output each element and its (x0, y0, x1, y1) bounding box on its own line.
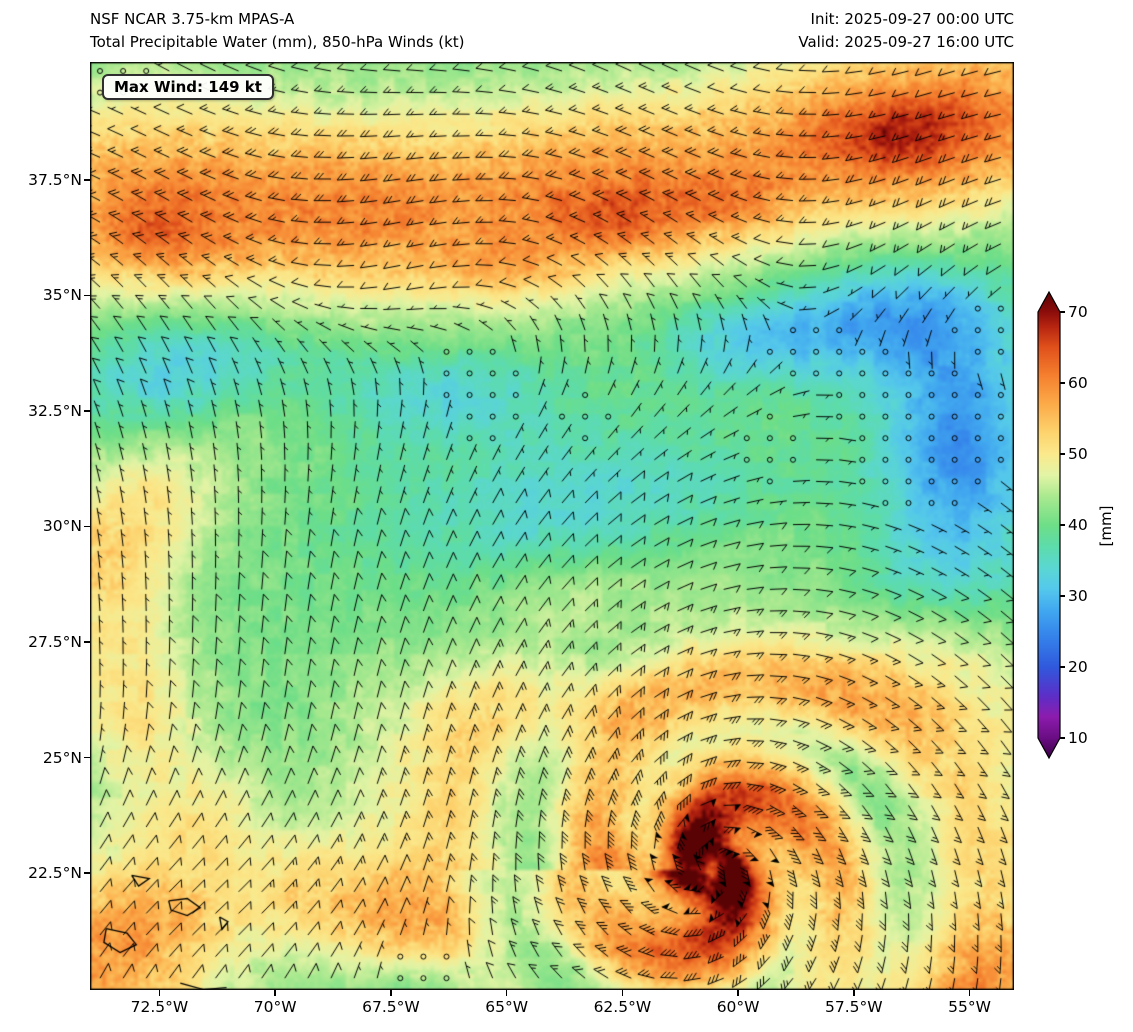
wind-barbs-canvas (90, 62, 1014, 990)
x-tick-mark (853, 990, 855, 996)
y-tick-label: 35°N (42, 286, 82, 305)
model-name: NSF NCAR 3.75-km MPAS-A (90, 10, 295, 28)
y-tick-mark (84, 641, 90, 643)
y-tick-mark (84, 872, 90, 874)
valid-time: Valid: 2025-09-27 16:00 UTC (798, 33, 1014, 51)
colorbar-tick-label: 20 (1068, 658, 1088, 676)
colorbar-gradient-bar (1037, 290, 1061, 760)
x-tick-mark (968, 990, 971, 996)
x-tick-mark (621, 990, 624, 996)
colorbar-tick-mark (1060, 666, 1065, 668)
x-tick-mark (505, 990, 508, 996)
colorbar-tick-label: 60 (1068, 374, 1088, 392)
colorbar-tick-label: 30 (1068, 587, 1088, 605)
colorbar-tick-mark (1060, 737, 1065, 739)
y-tick-label: 25°N (42, 748, 82, 767)
y-tick-mark (84, 756, 90, 759)
x-tick-label: 67.5°W (362, 998, 420, 1016)
y-tick-mark (84, 179, 90, 181)
colorbar-tick-label: 50 (1068, 445, 1088, 463)
colorbar-tick-label: 40 (1068, 516, 1088, 534)
colorbar-tick-mark (1060, 595, 1065, 597)
y-tick-label: 32.5°N (28, 401, 82, 420)
max-wind-label: Max Wind: 149 kt (114, 78, 262, 96)
map-plot-area: Max Wind: 149 kt (90, 62, 1014, 990)
title-block: NSF NCAR 3.75-km MPAS-A Total Precipitab… (90, 8, 465, 54)
y-tick-label: 22.5°N (28, 864, 82, 883)
y-tick-mark (84, 525, 90, 528)
x-tick-label: 57.5°W (825, 998, 883, 1016)
colorbar-tick-mark (1060, 524, 1065, 526)
x-tick-mark (158, 990, 161, 996)
x-tick-label: 60°W (716, 998, 760, 1016)
colorbar-tick-mark (1060, 453, 1065, 455)
x-tick-mark (737, 990, 739, 996)
x-tick-label: 55°W (948, 998, 991, 1016)
y-tick-mark (84, 294, 90, 297)
colorbar-tick-label: 70 (1068, 303, 1088, 321)
product-title: Total Precipitable Water (mm), 850-hPa W… (90, 33, 465, 51)
x-tick-label: 72.5°W (130, 998, 189, 1016)
init-time: Init: 2025-09-27 00:00 UTC (810, 10, 1014, 28)
colorbar-tick-label: 10 (1068, 729, 1088, 747)
x-tick-label: 65°W (485, 998, 529, 1016)
x-tick-label: 70°W (253, 998, 297, 1016)
x-tick-mark (274, 990, 276, 996)
y-tick-mark (84, 410, 90, 412)
colorbar-tick-mark (1060, 382, 1065, 384)
y-tick-label: 37.5°N (28, 170, 82, 189)
y-tick-label: 27.5°N (28, 633, 82, 651)
x-tick-mark (390, 990, 392, 996)
x-tick-label: 62.5°W (593, 998, 652, 1016)
colorbar-tick-mark (1060, 311, 1065, 313)
time-block: Init: 2025-09-27 00:00 UTC Valid: 2025-0… (798, 8, 1014, 54)
max-wind-badge: Max Wind: 149 kt (102, 74, 274, 100)
colorbar-unit-label: [mm] (1097, 505, 1115, 547)
y-tick-label: 30°N (42, 517, 82, 536)
